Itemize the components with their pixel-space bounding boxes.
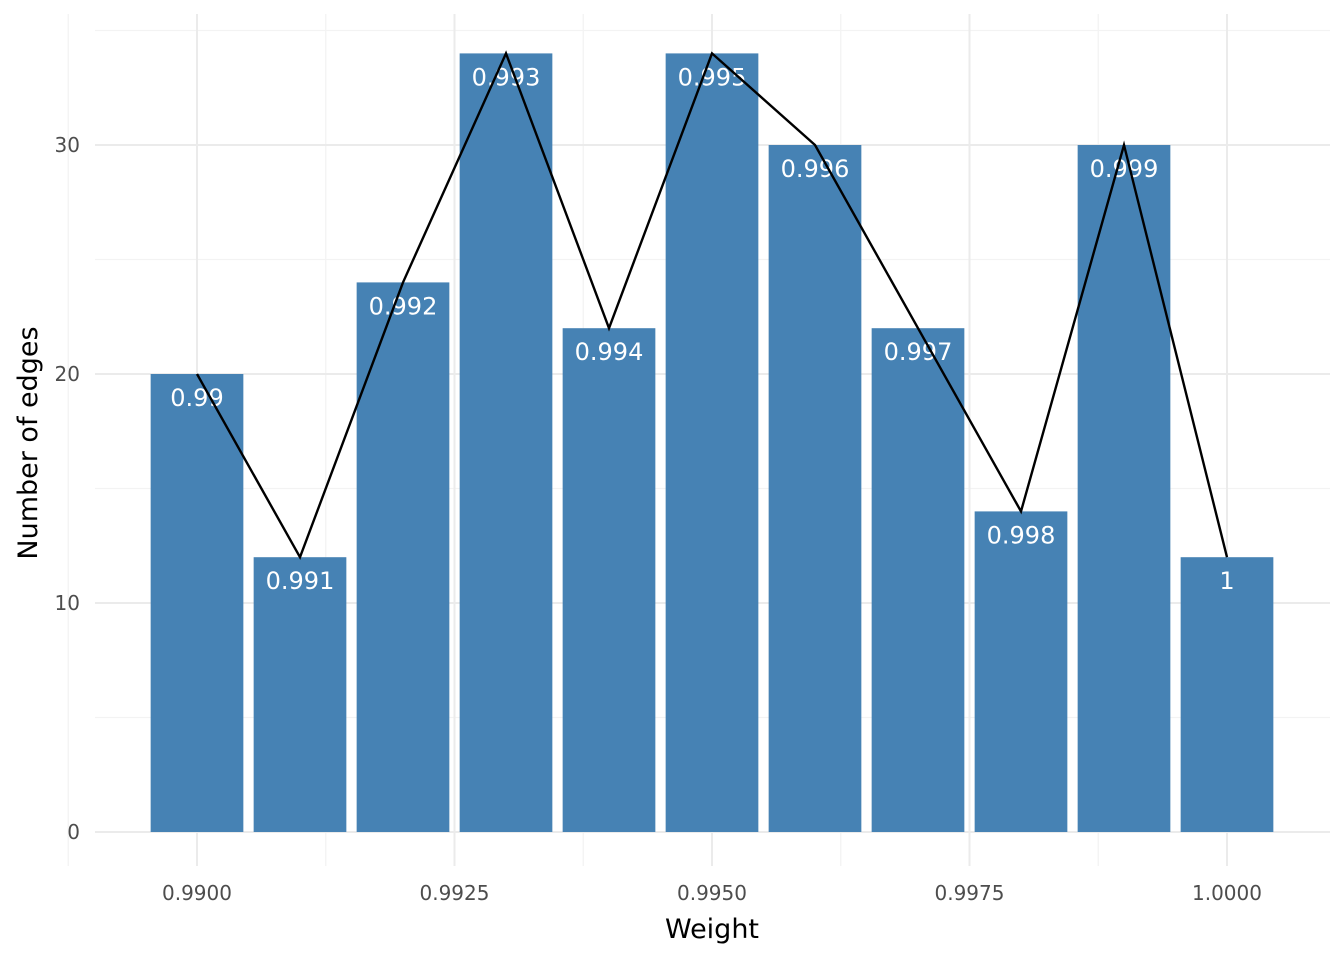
bar-label-6: 0.996 bbox=[781, 155, 850, 183]
y-axis-title: Number of edges bbox=[13, 326, 44, 559]
y-tick-label-1: 10 bbox=[55, 591, 80, 615]
x-tick-label-4: 1.0000 bbox=[1192, 881, 1262, 905]
bar-3 bbox=[459, 53, 553, 832]
bar-7 bbox=[871, 328, 965, 832]
trend-line bbox=[195, 50, 1229, 561]
bar-1 bbox=[253, 557, 347, 832]
bar-4 bbox=[562, 328, 656, 832]
x-tick-label-3: 0.9975 bbox=[935, 881, 1005, 905]
bar-label-5: 0.995 bbox=[678, 63, 747, 91]
bar-label-10: 1 bbox=[1219, 567, 1234, 595]
bar-label-9: 0.999 bbox=[1090, 155, 1159, 183]
bar-label-2: 0.992 bbox=[369, 292, 438, 320]
x-axis-title: Weight bbox=[665, 914, 759, 945]
bar-0 bbox=[150, 374, 244, 832]
bar-10 bbox=[1180, 557, 1274, 832]
x-tick-label-1: 0.9925 bbox=[420, 881, 490, 905]
x-tick-label-2: 0.9950 bbox=[677, 881, 747, 905]
bar-label-3: 0.993 bbox=[472, 63, 541, 91]
bar-6 bbox=[768, 145, 862, 832]
bar-5 bbox=[665, 53, 759, 832]
bars bbox=[150, 53, 1274, 832]
bar-labels: 0.990.9910.9920.9930.9940.9950.9960.9970… bbox=[170, 63, 1234, 595]
x-axis-tick-labels: 0.9900 0.9925 0.9950 0.9975 1.0000 bbox=[162, 881, 1262, 905]
bar-label-8: 0.998 bbox=[987, 521, 1056, 549]
bar-label-7: 0.997 bbox=[884, 338, 953, 366]
x-tick-label-0: 0.9900 bbox=[162, 881, 232, 905]
y-axis-tick-labels: 0 10 20 30 bbox=[55, 133, 80, 844]
bar-label-1: 0.991 bbox=[266, 567, 335, 595]
bar-8 bbox=[974, 511, 1068, 832]
y-tick-label-3: 30 bbox=[55, 133, 80, 157]
bar-label-4: 0.994 bbox=[575, 338, 644, 366]
y-tick-label-2: 20 bbox=[55, 362, 80, 386]
y-tick-label-0: 0 bbox=[67, 820, 80, 844]
bar-9 bbox=[1077, 145, 1171, 832]
bar-2 bbox=[356, 282, 450, 832]
